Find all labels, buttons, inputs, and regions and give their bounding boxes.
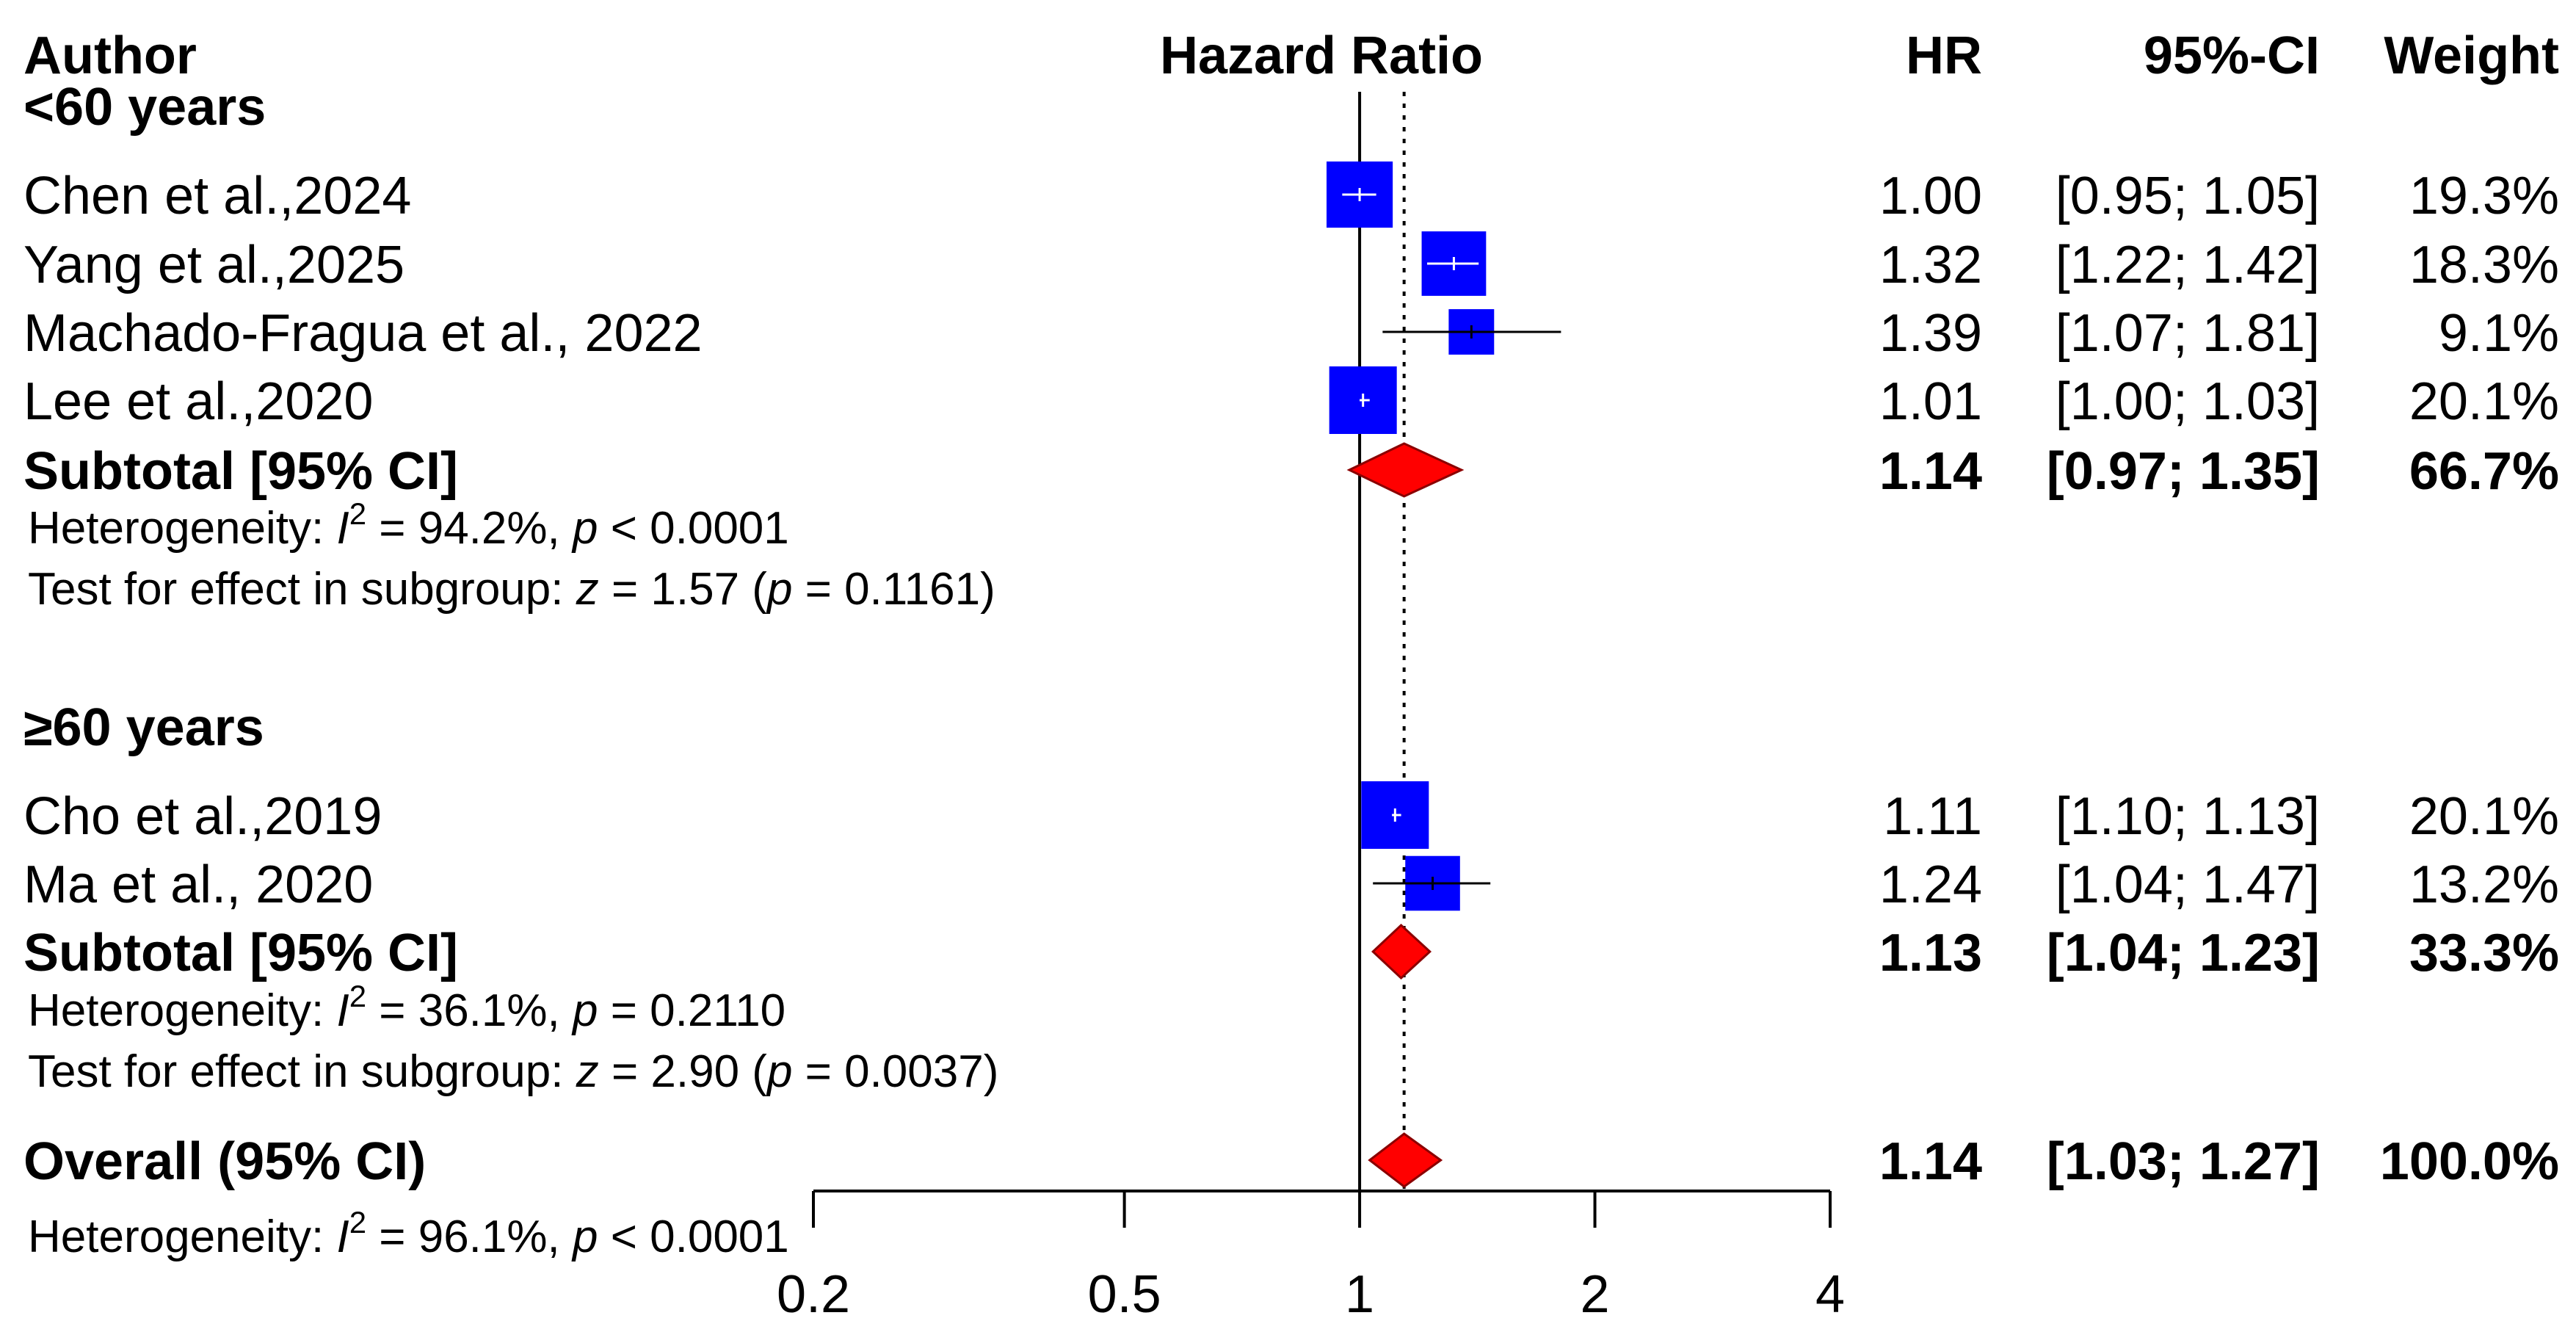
- study-author-2: Yang et al.,2025: [23, 236, 404, 294]
- subtotal-1-hr: 1.14: [1879, 442, 1982, 501]
- subtotal-label-2: Subtotal [95% CI]: [23, 924, 458, 982]
- header-author: Author: [23, 26, 197, 85]
- study-2-ci: [1.22; 1.42]: [2056, 236, 2320, 294]
- study-4-weight: 20.1%: [2409, 372, 2559, 431]
- study-1-hr: 1.00: [1879, 167, 1982, 225]
- overall-weight: 100.0%: [2380, 1132, 2559, 1191]
- study-3-weight: 9.1%: [2439, 304, 2559, 363]
- study-author-1: Chen et al.,2024: [23, 167, 411, 225]
- study-author-3: Machado-Fragua et al., 2022: [23, 304, 703, 363]
- subtotal-diamond-1: [1346, 442, 1465, 498]
- subtotal-label-1: Subtotal [95% CI]: [23, 442, 458, 501]
- study-2-hr: 1.32: [1879, 236, 1982, 294]
- study-5-weight: 20.1%: [2409, 787, 2559, 846]
- study-5-hr: 1.11: [1883, 787, 1982, 846]
- heterogeneity-1: Heterogeneity: I2 = 94.2%, p < 0.0001: [28, 496, 789, 554]
- x-tick-label-2: 0.5: [1088, 1265, 1161, 1324]
- study-3-ci: [1.07; 1.81]: [2056, 304, 2320, 363]
- x-axis: 0.2 0.5 1 2 4: [777, 1190, 1845, 1324]
- subtotal-1-ci: [0.97; 1.35]: [2047, 442, 2320, 501]
- subgroup-label-2: ≥60 years: [23, 698, 264, 757]
- header-hazard-ratio: Hazard Ratio: [1160, 26, 1483, 85]
- study-6-ci: [1.04; 1.47]: [2056, 855, 2320, 914]
- overall-ci: [1.03; 1.27]: [2047, 1132, 2320, 1191]
- header-ci: 95%-CI: [2144, 26, 2320, 85]
- study-6-weight: 13.2%: [2409, 855, 2559, 914]
- heterogeneity-2: Heterogeneity: I2 = 36.1%, p = 0.2110: [28, 979, 786, 1036]
- subtotal-2-hr: 1.13: [1879, 924, 1982, 982]
- study-1-weight: 19.3%: [2409, 167, 2559, 225]
- study-author-4: Lee et al.,2020: [23, 372, 373, 431]
- study-6-hr: 1.24: [1879, 855, 1982, 914]
- overall-hr: 1.14: [1879, 1132, 1982, 1191]
- subgroup-label-1: <60 years: [23, 78, 266, 137]
- study-4-ci: [1.00; 1.03]: [2056, 372, 2320, 431]
- subtotal-2-ci: [1.04; 1.23]: [2047, 924, 2320, 982]
- study-author-6: Ma et al., 2020: [23, 855, 373, 914]
- study-1-ci: [0.95; 1.05]: [2056, 167, 2320, 225]
- effect-test-1: Test for effect in subgroup: z = 1.57 (p…: [28, 564, 995, 615]
- x-tick-label-5: 4: [1815, 1265, 1845, 1324]
- header-hr: HR: [1906, 26, 1982, 85]
- header-weight: Weight: [2384, 26, 2559, 85]
- x-tick-label-1: 0.2: [777, 1265, 850, 1324]
- overall-label: Overall (95% CI): [23, 1132, 426, 1191]
- x-tick-label-4: 2: [1581, 1265, 1610, 1324]
- subtotal-1-weight: 66.7%: [2409, 442, 2559, 501]
- forest-rows: <60 years Chen et al.,2024 1.00 [0.95; 1.05…: [23, 78, 2559, 1262]
- subtotal-diamond-2: [1371, 923, 1432, 980]
- x-tick-label-3: 1: [1345, 1265, 1374, 1324]
- overall-diamond: [1368, 1132, 1443, 1188]
- study-2-weight: 18.3%: [2409, 236, 2559, 294]
- effect-test-2: Test for effect in subgroup: z = 2.90 (p…: [28, 1046, 998, 1097]
- study-4-hr: 1.01: [1879, 372, 1982, 431]
- overall-heterogeneity: Heterogeneity: I2 = 96.1%, p < 0.0001: [28, 1205, 789, 1262]
- subtotal-2-weight: 33.3%: [2409, 924, 2559, 982]
- study-5-ci: [1.10; 1.13]: [2056, 787, 2320, 846]
- study-3-hr: 1.39: [1879, 304, 1982, 363]
- study-author-5: Cho et al.,2019: [23, 787, 382, 846]
